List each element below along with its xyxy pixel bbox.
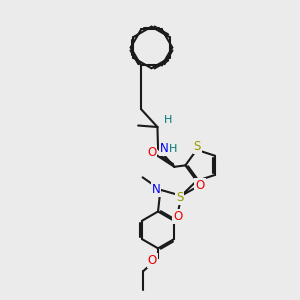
Text: N: N [152,183,160,196]
Text: H: H [164,116,172,125]
Text: S: S [194,140,201,153]
Text: O: O [195,179,205,192]
Text: N: N [160,142,169,155]
Text: O: O [148,254,157,267]
Text: O: O [147,146,156,159]
Text: S: S [176,191,183,204]
Text: O: O [173,210,182,223]
Text: H: H [169,144,178,154]
